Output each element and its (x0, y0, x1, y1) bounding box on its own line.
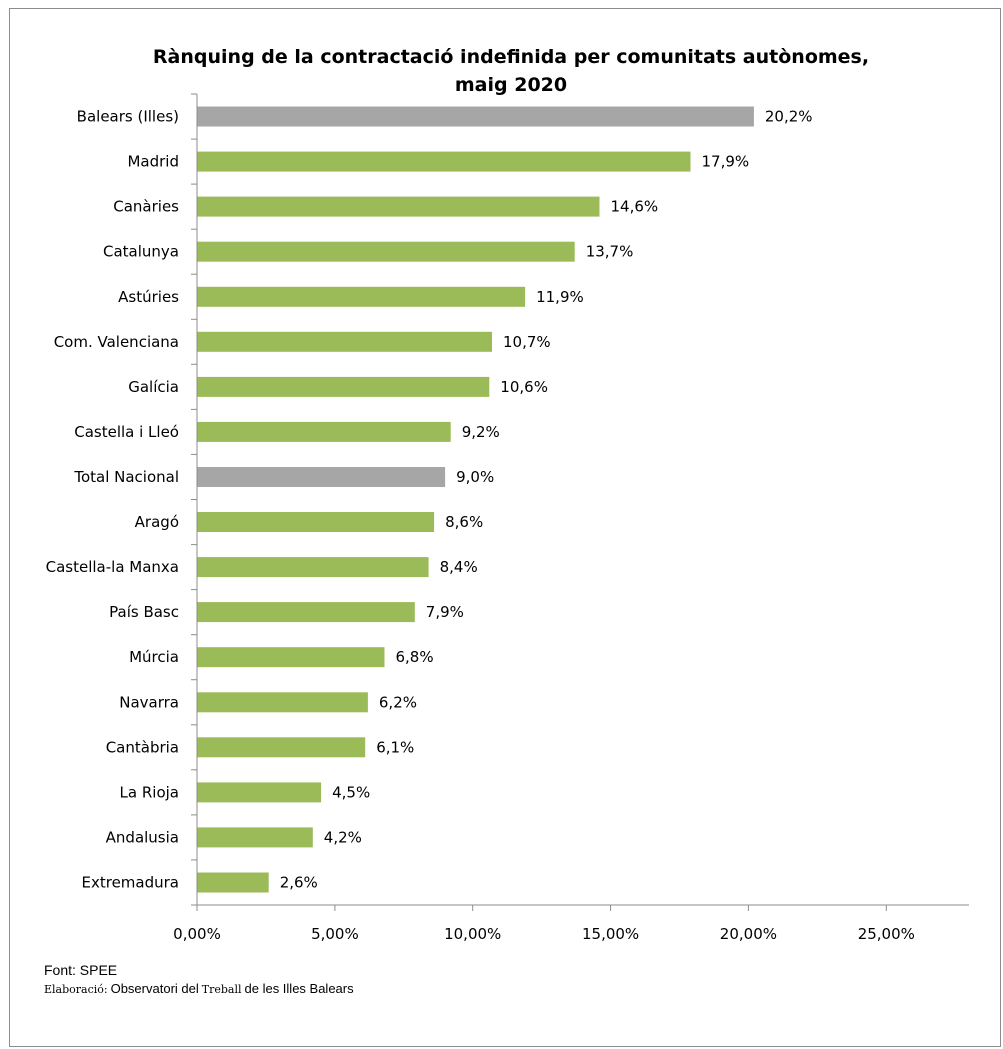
value-label-15: 4,5% (332, 783, 370, 801)
value-label-16: 4,2% (324, 828, 362, 846)
elaboration-prefix: Elaboració: (44, 983, 108, 996)
bars-group: Balears (Illes) 20,2% Madrid 17,9% Canàries 1… (46, 106, 813, 893)
bar-11 (197, 602, 415, 623)
category-label-8: Total Nacional (73, 468, 179, 486)
bar-16 (197, 827, 313, 848)
bar-10 (197, 557, 429, 578)
value-label-3: 13,7% (586, 243, 634, 261)
bar-1 (197, 151, 691, 172)
category-label-5: Com. Valenciana (54, 333, 179, 351)
elaboration-word: Treball (202, 983, 242, 996)
source-label: Font: SPEE (44, 962, 117, 978)
category-label-1: Madrid (127, 153, 179, 171)
value-label-10: 8,4% (440, 558, 478, 576)
chart-title-line-2: maig 2020 (455, 74, 567, 96)
category-label-11: País Basc (109, 603, 179, 621)
value-label-8: 9,0% (456, 468, 494, 486)
bar-14 (197, 737, 366, 758)
value-label-1: 17,9% (702, 153, 750, 171)
x-tick-label-4: 20,00% (720, 925, 777, 943)
elaboration-note: Elaboració: Observatori del Treball de les … (44, 981, 354, 996)
axes-group: 0,00% 5,00% 10,00% 15,00% 20,00% 25,00% (173, 93, 969, 943)
category-label-3: Catalunya (103, 243, 179, 261)
bar-12 (197, 647, 385, 668)
category-label-7: Castella i Lleó (74, 423, 179, 441)
elaboration-text: Observatori del (111, 981, 199, 996)
category-label-17: Extremadura (82, 874, 180, 892)
chart-frame (9, 8, 1001, 1047)
x-tick-label-3: 15,00% (582, 925, 639, 943)
x-tick-label-1: 5,00% (311, 925, 359, 943)
value-label-4: 11,9% (536, 288, 584, 306)
elaboration-suffix: de les Illes Balears (245, 981, 355, 996)
x-tick-label-5: 25,00% (858, 925, 915, 943)
value-label-13: 6,2% (379, 693, 417, 711)
value-label-0: 20,2% (765, 108, 813, 126)
bar-9 (197, 512, 435, 532)
bar-4 (197, 286, 526, 307)
chart-title-line-1: Rànquing de la contractació indefinida p… (153, 46, 869, 68)
category-label-6: Galícia (128, 378, 179, 396)
category-label-10: Castella-la Manxa (46, 558, 179, 576)
category-label-12: Múrcia (129, 648, 179, 666)
bar-2 (197, 196, 600, 217)
bar-0 (197, 106, 754, 127)
value-label-2: 14,6% (611, 198, 659, 216)
bar-17 (197, 872, 269, 893)
value-label-17: 2,6% (280, 874, 318, 892)
category-label-4: Astúries (118, 288, 179, 306)
bar-15 (197, 782, 322, 803)
bar-7 (197, 421, 451, 442)
bar-6 (197, 376, 490, 397)
value-label-11: 7,9% (426, 603, 464, 621)
value-label-7: 9,2% (462, 423, 500, 441)
bar-3 (197, 241, 575, 262)
bar-8 (197, 467, 446, 487)
value-label-14: 6,1% (376, 738, 414, 756)
x-tick-label-0: 0,00% (173, 925, 221, 943)
value-label-12: 6,8% (396, 648, 434, 666)
category-label-13: Navarra (119, 693, 179, 711)
value-label-9: 8,6% (445, 513, 483, 531)
category-label-0: Balears (Illes) (77, 108, 179, 126)
category-label-15: La Rioja (120, 783, 179, 801)
bar-13 (197, 692, 368, 713)
x-tick-label-2: 10,00% (444, 925, 501, 943)
value-label-5: 10,7% (503, 333, 551, 351)
value-label-6: 10,6% (500, 378, 548, 396)
category-label-2: Canàries (113, 198, 179, 216)
bar-5 (197, 331, 492, 352)
category-label-9: Aragó (135, 513, 179, 531)
category-label-14: Cantàbria (106, 738, 179, 756)
category-label-16: Andalusia (106, 828, 179, 846)
